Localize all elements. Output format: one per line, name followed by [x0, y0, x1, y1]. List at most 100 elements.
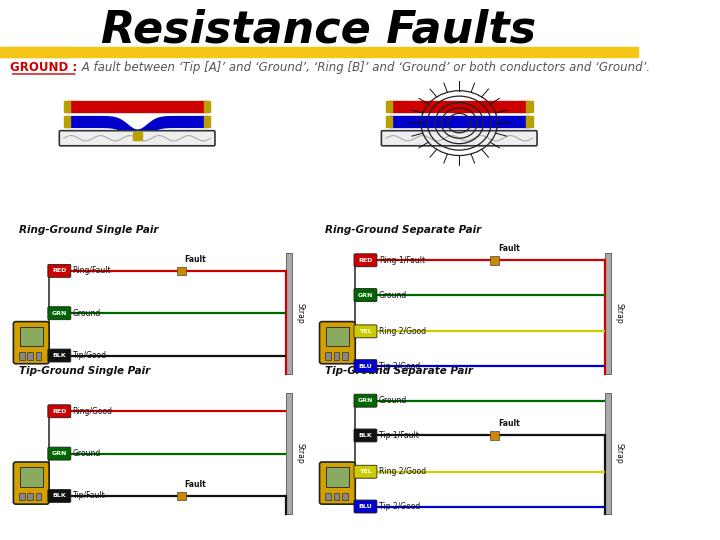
FancyBboxPatch shape — [354, 288, 377, 301]
Bar — [605, 393, 611, 514]
Bar — [204, 101, 210, 112]
FancyBboxPatch shape — [48, 265, 71, 278]
Bar — [326, 327, 349, 347]
Text: BLK: BLK — [359, 433, 372, 438]
Bar — [64, 101, 70, 112]
Bar — [389, 101, 529, 112]
Text: Ground: Ground — [379, 396, 407, 405]
Bar — [19, 493, 25, 501]
Text: Ring/Good: Ring/Good — [73, 407, 113, 416]
Text: GROUND :: GROUND : — [9, 61, 77, 74]
Text: Strap: Strap — [615, 303, 624, 323]
Text: Tip 2/Good: Tip 2/Good — [379, 362, 420, 370]
FancyBboxPatch shape — [14, 322, 49, 364]
Text: YEL: YEL — [359, 329, 372, 334]
Text: Ring-Ground Single Pair: Ring-Ground Single Pair — [19, 225, 158, 235]
Text: RED: RED — [52, 409, 66, 414]
FancyBboxPatch shape — [354, 254, 377, 267]
Text: YEL: YEL — [359, 469, 372, 474]
Text: Ring 2/Good: Ring 2/Good — [379, 327, 426, 336]
Text: GRN: GRN — [358, 398, 373, 403]
FancyBboxPatch shape — [48, 405, 71, 418]
Text: Tip-Ground Single Pair: Tip-Ground Single Pair — [19, 366, 150, 376]
Bar — [286, 393, 292, 514]
Text: RED: RED — [52, 268, 66, 273]
FancyBboxPatch shape — [48, 489, 71, 502]
Bar — [27, 353, 33, 360]
Bar — [386, 116, 392, 127]
Text: Ring/Fault: Ring/Fault — [73, 266, 112, 275]
Bar — [204, 116, 210, 127]
Text: Strap: Strap — [296, 443, 305, 464]
Bar — [6, 47, 70, 57]
Bar — [325, 353, 331, 360]
FancyBboxPatch shape — [48, 307, 71, 320]
Text: A fault between ‘Tip [A]’ and ‘Ground’, ‘Ring [B]’ and ‘Ground’ or both conducto: A fault between ‘Tip [A]’ and ‘Ground’, … — [78, 61, 650, 74]
Text: Fault: Fault — [498, 244, 520, 253]
Bar — [0, 47, 638, 57]
Text: Ground: Ground — [73, 449, 101, 458]
Bar — [67, 101, 207, 112]
Text: RED: RED — [359, 258, 373, 263]
Bar — [19, 327, 42, 347]
Bar — [325, 493, 331, 501]
Text: GRN: GRN — [52, 451, 67, 456]
Bar — [386, 101, 392, 112]
Text: GRN: GRN — [358, 293, 373, 298]
FancyBboxPatch shape — [354, 429, 377, 442]
FancyBboxPatch shape — [354, 360, 377, 373]
FancyBboxPatch shape — [354, 500, 377, 513]
Bar — [64, 116, 70, 127]
Text: Tip 2/Good: Tip 2/Good — [379, 502, 420, 511]
Text: Ring-1/Fault: Ring-1/Fault — [379, 256, 425, 265]
Bar — [526, 116, 533, 127]
Bar — [333, 353, 339, 360]
Bar — [176, 267, 186, 275]
Bar — [19, 468, 42, 487]
Text: Fault: Fault — [498, 420, 520, 428]
Bar — [27, 493, 33, 501]
Bar — [19, 353, 25, 360]
Bar — [490, 431, 500, 440]
Text: Ring 2/Good: Ring 2/Good — [379, 467, 426, 476]
Text: Tip-Ground Separate Pair: Tip-Ground Separate Pair — [325, 366, 473, 376]
Bar — [36, 493, 42, 501]
Bar — [526, 101, 533, 112]
Text: Tip/Fault: Tip/Fault — [73, 491, 105, 501]
Bar — [36, 353, 42, 360]
Bar — [342, 493, 348, 501]
Bar — [605, 253, 611, 374]
FancyBboxPatch shape — [48, 349, 71, 362]
FancyBboxPatch shape — [354, 465, 377, 478]
FancyBboxPatch shape — [48, 447, 71, 460]
Text: Strap: Strap — [615, 443, 624, 464]
Text: Strap: Strap — [296, 303, 305, 323]
FancyBboxPatch shape — [354, 325, 377, 338]
FancyBboxPatch shape — [59, 131, 215, 146]
Bar — [490, 256, 500, 265]
FancyBboxPatch shape — [320, 462, 355, 504]
Bar — [342, 353, 348, 360]
Text: Fault: Fault — [184, 255, 206, 264]
Bar — [286, 253, 292, 374]
FancyBboxPatch shape — [14, 462, 49, 504]
Text: GRN: GRN — [52, 310, 67, 316]
FancyBboxPatch shape — [354, 394, 377, 407]
Text: Tip/Good: Tip/Good — [73, 351, 107, 360]
Text: Ground: Ground — [379, 291, 407, 300]
Text: Tip 1/Fault: Tip 1/Fault — [379, 431, 419, 440]
Text: Resistance Faults: Resistance Faults — [102, 8, 536, 51]
Text: BLK: BLK — [53, 494, 66, 498]
Text: BLU: BLU — [359, 504, 372, 509]
Text: Ring-Ground Separate Pair: Ring-Ground Separate Pair — [325, 225, 482, 235]
Bar — [326, 468, 349, 487]
Bar — [176, 491, 186, 500]
Text: BLK: BLK — [53, 353, 66, 358]
Text: Fault: Fault — [184, 480, 206, 489]
Bar — [389, 116, 529, 127]
Text: Ground: Ground — [73, 309, 101, 318]
FancyBboxPatch shape — [320, 322, 355, 364]
FancyBboxPatch shape — [382, 131, 537, 146]
Bar — [333, 493, 339, 501]
Bar — [132, 132, 142, 140]
